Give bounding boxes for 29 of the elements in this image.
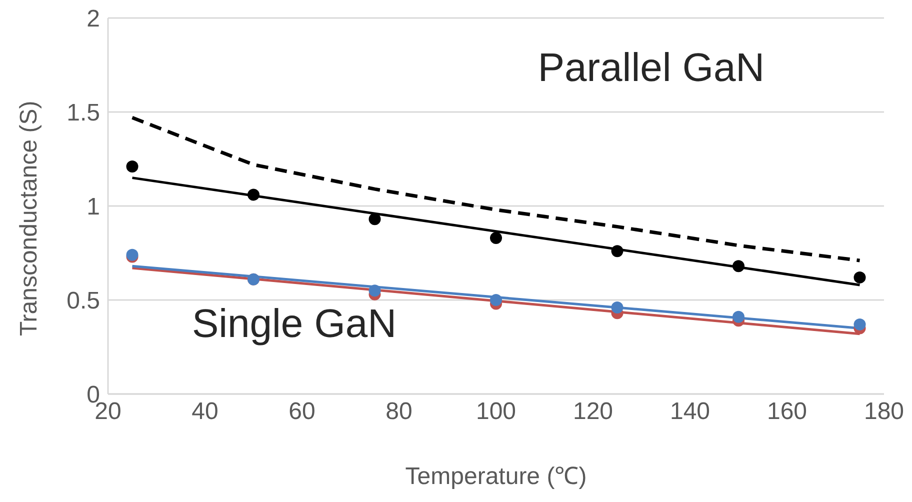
y-axis-title: Transconductance (S) bbox=[16, 100, 43, 336]
point bbox=[732, 260, 744, 272]
x-tick-label: 60 bbox=[288, 398, 316, 426]
point bbox=[368, 284, 381, 297]
annotation: Parallel GaN bbox=[538, 46, 765, 90]
line-series bbox=[130, 116, 862, 262]
y-tick-label: 0.5 bbox=[66, 288, 100, 315]
x-tick-label: 180 bbox=[864, 398, 904, 426]
x-tick-label: 40 bbox=[192, 398, 218, 426]
x-tick-label: 120 bbox=[572, 398, 614, 426]
point bbox=[248, 188, 260, 201]
point bbox=[611, 245, 624, 258]
point bbox=[490, 232, 502, 244]
point bbox=[368, 213, 381, 226]
point bbox=[732, 310, 744, 323]
x-tick-label: 160 bbox=[766, 398, 808, 426]
x-tick-label: 100 bbox=[476, 398, 516, 426]
x-tick-label: 140 bbox=[670, 398, 710, 426]
y-tick-label: 1 bbox=[86, 194, 100, 221]
annotation: Single GaN bbox=[192, 302, 397, 346]
point bbox=[490, 294, 502, 306]
point bbox=[854, 318, 866, 330]
x-axis-title: Temperature (℃) bbox=[405, 463, 587, 490]
y-tick-label: 1.5 bbox=[66, 100, 100, 127]
x-tick-label: 80 bbox=[386, 398, 412, 426]
point bbox=[854, 271, 866, 284]
y-tick-label: 2 bbox=[86, 6, 100, 33]
point bbox=[126, 160, 138, 173]
point bbox=[611, 302, 624, 314]
